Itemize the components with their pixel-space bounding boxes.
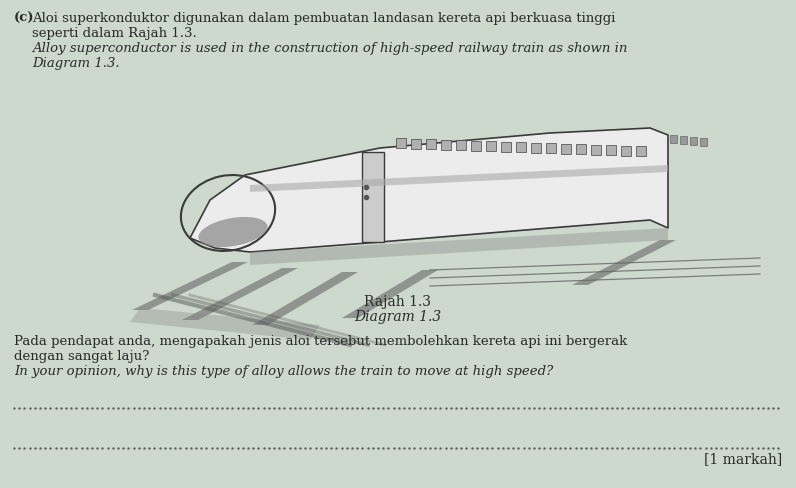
Polygon shape	[252, 272, 358, 325]
Bar	[411, 139, 421, 148]
Text: Aloi superkonduktor digunakan dalam pembuatan landasan kereta api berkuasa tingg: Aloi superkonduktor digunakan dalam pemb…	[32, 12, 615, 25]
Text: Pada pendapat anda, mengapakah jenis aloi tersebut membolehkan kereta api ini be: Pada pendapat anda, mengapakah jenis alo…	[14, 335, 627, 348]
Bar	[561, 143, 571, 154]
Bar	[670, 135, 677, 143]
Bar	[486, 141, 496, 151]
Bar	[501, 142, 511, 151]
Bar	[441, 140, 451, 149]
Polygon shape	[250, 228, 668, 265]
Bar	[426, 139, 436, 149]
Polygon shape	[250, 165, 668, 192]
Bar	[606, 145, 616, 155]
Bar	[636, 146, 646, 156]
Bar	[576, 144, 586, 154]
Bar	[690, 137, 697, 145]
Polygon shape	[182, 268, 298, 320]
Bar	[516, 142, 526, 152]
Bar	[471, 141, 481, 150]
Text: Diagram 1.3: Diagram 1.3	[354, 310, 442, 324]
Polygon shape	[132, 262, 248, 310]
Text: In your opinion, why is this type of alloy allows the train to move at high spee: In your opinion, why is this type of all…	[14, 365, 553, 378]
Text: dengan sangat laju?: dengan sangat laju?	[14, 350, 150, 363]
Bar	[546, 143, 556, 153]
Bar	[456, 140, 466, 150]
Polygon shape	[572, 240, 676, 285]
Bar	[680, 136, 687, 144]
Text: [1 markah]: [1 markah]	[704, 452, 782, 466]
Bar	[531, 142, 541, 152]
Bar	[591, 144, 601, 155]
Polygon shape	[190, 128, 668, 252]
Ellipse shape	[198, 217, 267, 247]
Text: Diagram 1.3.: Diagram 1.3.	[32, 57, 119, 70]
Bar	[396, 138, 406, 148]
Text: (c): (c)	[14, 12, 34, 25]
Bar	[621, 145, 631, 156]
Polygon shape	[130, 308, 320, 340]
Polygon shape	[342, 270, 438, 318]
Text: Rajah 1.3: Rajah 1.3	[365, 295, 431, 309]
Text: Alloy superconductor is used in the construction of high-speed railway train as : Alloy superconductor is used in the cons…	[32, 42, 627, 55]
Bar	[700, 138, 707, 146]
Bar	[362, 152, 384, 242]
Text: seperti dalam Rajah 1.3.: seperti dalam Rajah 1.3.	[32, 27, 197, 40]
